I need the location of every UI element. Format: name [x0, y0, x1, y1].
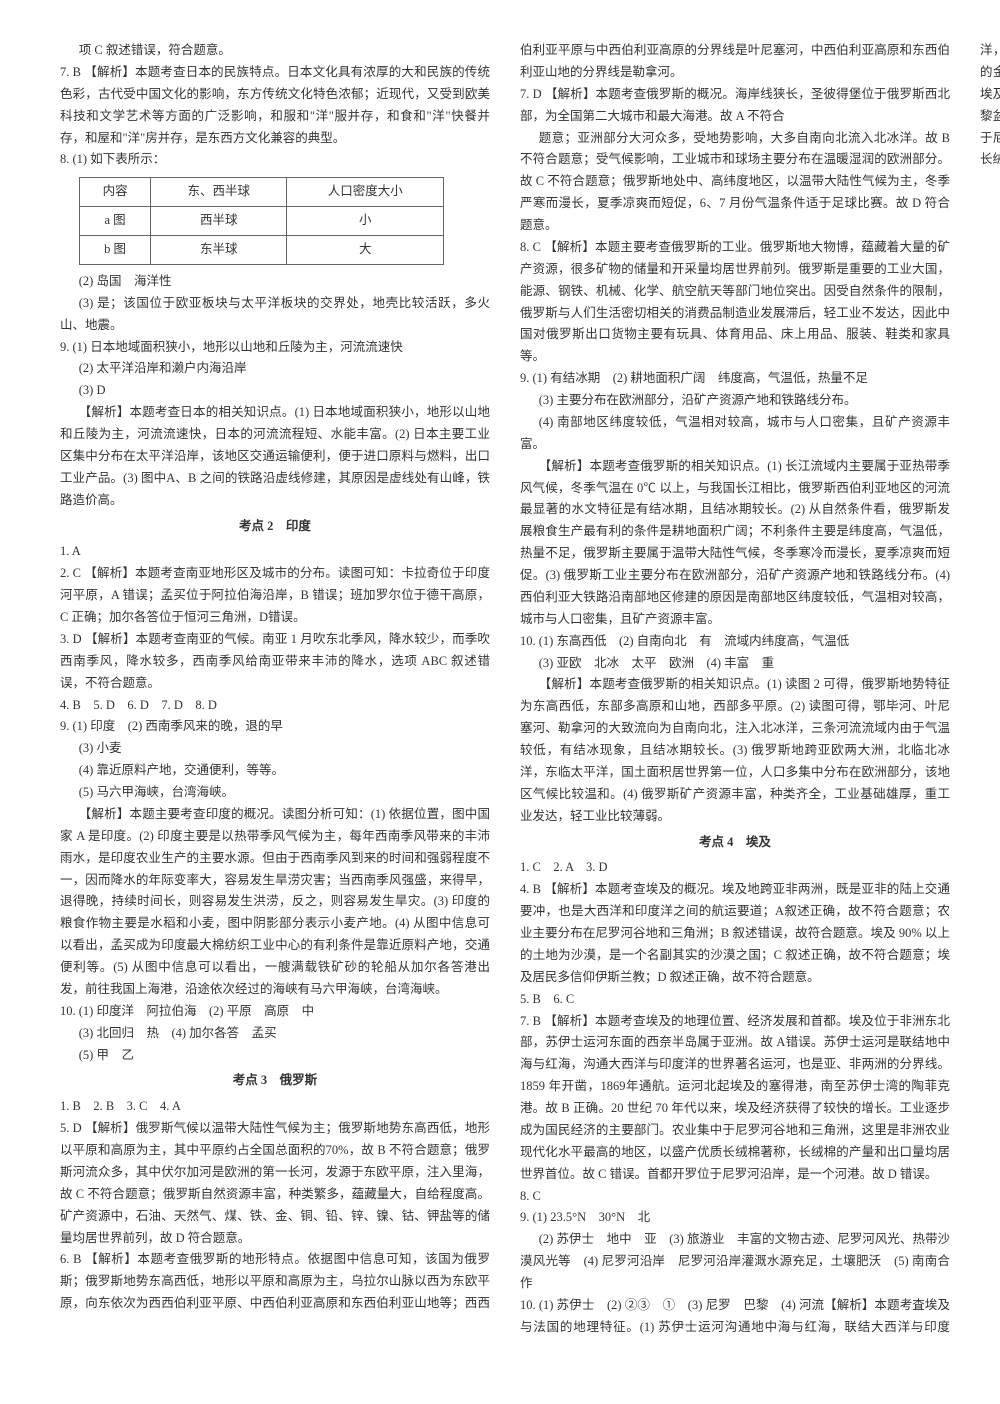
para-c1-16: (4) 靠近原料产地，交通便利，等等。: [60, 760, 490, 782]
para-c2-5: (4) 南部地区纬度较低，气温相对较高，城市与人口密集，且矿产资源丰富。: [520, 412, 950, 456]
td-r2c3: 大: [287, 236, 444, 265]
para-c2-3: 9. (1) 有结冰期 (2) 耕地面积广阔 纬度高，气温低，热量不足: [520, 368, 950, 390]
td-r1c3: 小: [287, 207, 444, 236]
para-c1-6: 9. (1) 日本地域面积狭小，地形以山地和丘陵为主，河流流速快: [60, 337, 490, 359]
page: 项 C 叙述错误，符合题意。 7. B 【解析】本题考查日本的民族特点。日本文化…: [0, 0, 1000, 1404]
para-c2-10: 1. C 2. A 3. D: [520, 857, 950, 879]
para-c2-14: 8. C: [520, 1186, 950, 1208]
para-c1-25: 7. D 【解析】本题考查俄罗斯的概况。海岸线狭长，圣彼得堡位于俄罗斯西北部，为…: [520, 84, 950, 128]
para-c1-8: (3) D: [60, 380, 490, 402]
para-c1-20: (3) 北回归 热 (4) 加尔各答 孟买: [60, 1023, 490, 1045]
para-c1-9: 【解析】本题考查日本的相关知识点。(1) 日本地域面积狭小，地形以山地和丘陵为主…: [60, 402, 490, 511]
para-c1-10: 1. A: [60, 541, 490, 563]
para-c1-14: 9. (1) 印度 (2) 西南季风来的晚，退的早: [60, 716, 490, 738]
para-c1-23: 5. D 【解析】俄罗斯气候以温带大陆性气候为主；俄罗斯地势东高西低，地形以平原…: [60, 1118, 490, 1249]
td-r1c2: 西半球: [151, 207, 287, 236]
th-1: 内容: [79, 178, 151, 207]
para-c2-6: 【解析】本题考查俄罗斯的相关知识点。(1) 长江流域内主要属于亚热带季风气候，冬…: [520, 456, 950, 631]
para-c1-7: (2) 太平洋沿岸和濑户内海沿岸: [60, 358, 490, 380]
para-c2-16: (2) 苏伊士 地中 亚 (3) 旅游业 丰富的文物古迹、尼罗河风光、热带沙漠风…: [520, 1229, 950, 1295]
para-c1-15: (3) 小麦: [60, 738, 490, 760]
para-c1-21: (5) 甲 乙: [60, 1045, 490, 1067]
para-c1-13: 4. B 5. D 6. D 7. D 8. D: [60, 695, 490, 717]
topic-4-title: 考点 4 埃及: [520, 832, 950, 854]
para-c1-3: 8. (1) 如下表所示：: [60, 149, 490, 171]
topic-3-title: 考点 3 俄罗斯: [60, 1070, 490, 1092]
para-c1-1: 项 C 叙述错误，符合题意。: [60, 40, 490, 62]
para-c1-2: 7. B 【解析】本题考查日本的民族特点。日本文化具有浓厚的大和民族的传统色彩，…: [60, 62, 490, 150]
topic-2-title: 考点 2 印度: [60, 516, 490, 538]
para-c2-1: 题意；亚洲部分大河众多，受地势影响，大多自南向北流入北冰洋。故 B 不符合题意；…: [520, 128, 950, 237]
para-c2-11: 4. B 【解析】本题考查埃及的概况。埃及地跨亚非两洲，既是亚非的陆上交通要冲，…: [520, 879, 950, 988]
para-c2-4: (3) 主要分布在欧洲部分，沿矿产资源产地和铁路线分布。: [520, 390, 950, 412]
para-c1-11: 2. C 【解析】本题考查南亚地形区及城市的分布。读图可知：卡拉奇位于印度河平原…: [60, 563, 490, 629]
para-c2-15: 9. (1) 23.5°N 30°N 北: [520, 1207, 950, 1229]
hemisphere-table: 内容 东、西半球 人口密度大小 a 图 西半球 小 b 图 东半球 大: [79, 177, 445, 265]
para-c1-18: 【解析】本题主要考查印度的概况。读图分析可知：(1) 依据位置，图中国家 A 是…: [60, 804, 490, 1001]
th-2: 东、西半球: [151, 178, 287, 207]
para-c1-17: (5) 马六甲海峡，台湾海峡。: [60, 782, 490, 804]
td-r2c1: b 图: [79, 236, 151, 265]
para-c1-12: 3. D 【解析】本题考查南亚的气候。南亚 1 月吹东北季风，降水较少，而季吹西…: [60, 629, 490, 695]
para-c1-19: 10. (1) 印度洋 阿拉伯海 (2) 平原 高原 中: [60, 1001, 490, 1023]
para-c1-4: (2) 岛国 海洋性: [60, 271, 490, 293]
td-r2c2: 东半球: [151, 236, 287, 265]
para-c2-13: 7. B 【解析】本题考查埃及的地理位置、经济发展和首都。埃及位于非洲东北部，苏…: [520, 1011, 950, 1186]
para-c2-8: (3) 亚欧 北冰 太平 欧洲 (4) 丰富 重: [520, 653, 950, 675]
para-c2-2: 8. C 【解析】本题主要考查俄罗斯的工业。俄罗斯地大物博，蕴藏着大量的矿产资源…: [520, 237, 950, 368]
th-3: 人口密度大小: [287, 178, 444, 207]
para-c2-7: 10. (1) 东高西低 (2) 自南向北 有 流域内纬度高，气温低: [520, 631, 950, 653]
para-c2-9: 【解析】本题考查俄罗斯的相关知识点。(1) 读图 2 可得，俄罗斯地势特征为东高…: [520, 674, 950, 827]
para-c2-12: 5. B 6. C: [520, 989, 950, 1011]
para-c1-5: (3) 是；该国位于欧亚板块与太平洋板块的交界处，地壳比较活跃，多火山、地震。: [60, 293, 490, 337]
td-r1c1: a 图: [79, 207, 151, 236]
para-c1-22: 1. B 2. B 3. C 4. A: [60, 1096, 490, 1118]
